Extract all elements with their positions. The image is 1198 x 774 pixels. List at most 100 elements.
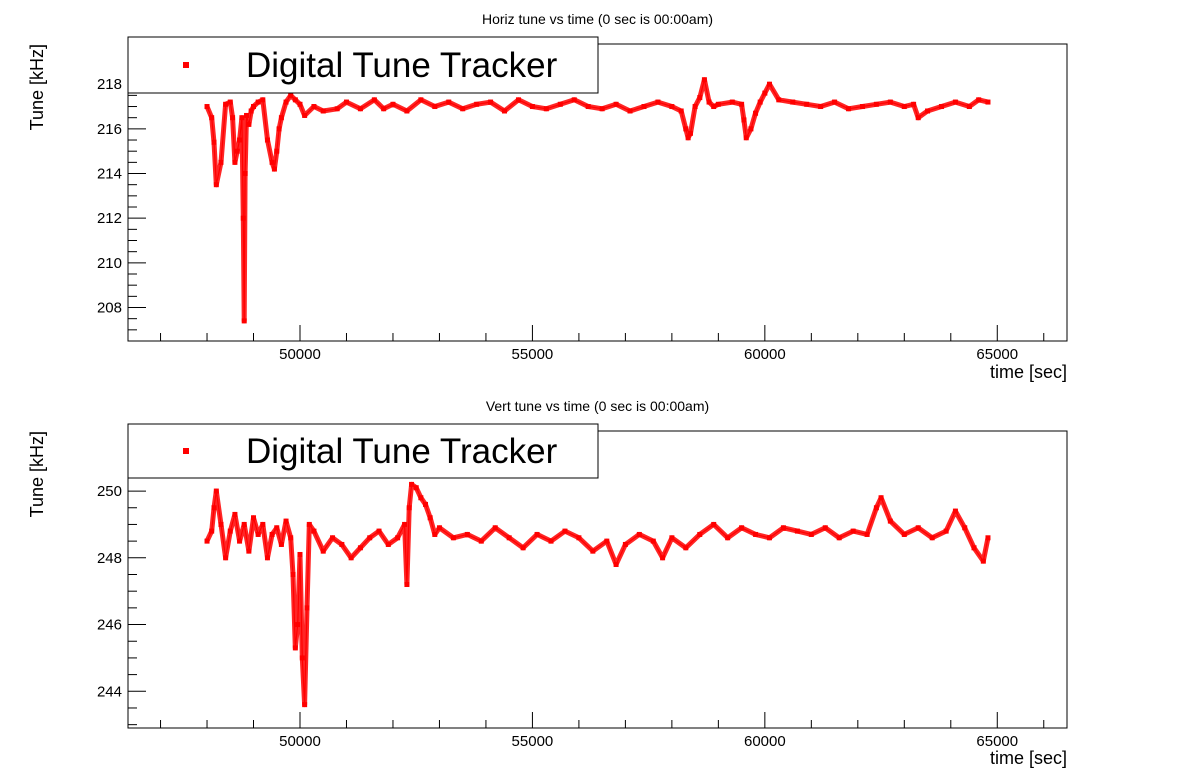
- data-point: [295, 622, 301, 628]
- data-point: [925, 108, 931, 114]
- data-point: [223, 101, 229, 107]
- x-tick-label: 55000: [512, 733, 554, 750]
- y-tick-label: 244: [97, 683, 122, 700]
- data-point: [887, 99, 893, 105]
- data-point: [878, 495, 884, 501]
- data-point: [330, 535, 336, 541]
- data-point: [209, 528, 215, 534]
- vert-tune-chart: Vert tune vs time (0 sec is 00:00am) 5000…: [27, 398, 1068, 768]
- y-tick-label: 250: [97, 483, 122, 500]
- data-point: [292, 645, 298, 651]
- x-tick-label: 60000: [744, 733, 786, 750]
- data-point: [450, 535, 456, 541]
- data-point: [697, 95, 703, 101]
- data-point: [683, 126, 689, 132]
- data-point: [711, 104, 717, 110]
- data-point: [371, 97, 377, 103]
- data-point: [276, 126, 282, 132]
- data-point: [622, 541, 628, 547]
- x-tick-label: 50000: [279, 733, 321, 750]
- data-point: [302, 112, 308, 118]
- data-point: [274, 148, 280, 154]
- data-point: [687, 130, 693, 136]
- data-point: [432, 104, 438, 110]
- data-point: [297, 551, 303, 557]
- data-point: [655, 99, 661, 105]
- data-point: [406, 505, 412, 511]
- data-point: [548, 538, 554, 544]
- data-point: [669, 104, 675, 110]
- data-point: [288, 92, 294, 98]
- legend: Digital Tune Tracker: [127, 36, 599, 94]
- data-point: [320, 108, 326, 114]
- data-point: [685, 135, 691, 141]
- data-point: [255, 531, 261, 537]
- data-point: [985, 99, 991, 105]
- data-point: [357, 106, 363, 112]
- data-point: [260, 97, 266, 103]
- data-point: [776, 97, 782, 103]
- x-axis-label: time [sec]: [990, 362, 1067, 382]
- data-point: [209, 115, 215, 121]
- data-point: [227, 528, 233, 534]
- data-point: [766, 535, 772, 541]
- data-point: [562, 528, 568, 534]
- data-point: [683, 545, 689, 551]
- data-point: [211, 139, 217, 145]
- y-tick-label: 208: [97, 300, 122, 317]
- data-point: [299, 655, 305, 661]
- data-point: [255, 99, 261, 105]
- data-point: [804, 101, 810, 107]
- data-point: [232, 159, 238, 165]
- x-tick-label: 55000: [512, 346, 554, 363]
- data-point: [506, 535, 512, 541]
- data-point: [846, 106, 852, 112]
- data-point: [302, 702, 308, 708]
- data-point: [492, 525, 498, 531]
- data-point: [478, 538, 484, 544]
- data-point: [381, 106, 387, 112]
- data-point: [357, 545, 363, 551]
- data-point: [599, 106, 605, 112]
- x-tick-label: 60000: [744, 346, 786, 363]
- data-point: [836, 535, 842, 541]
- data-point: [246, 121, 252, 127]
- data-point: [241, 521, 247, 527]
- data-point: [515, 97, 521, 103]
- data-point: [780, 525, 786, 531]
- data-point: [237, 538, 243, 544]
- data-point: [873, 101, 879, 107]
- data-point: [464, 531, 470, 537]
- data-point: [320, 548, 326, 554]
- data-point: [901, 531, 907, 537]
- x-axis-label: time [sec]: [990, 748, 1067, 768]
- legend-marker: [183, 448, 189, 454]
- data-point: [283, 99, 289, 105]
- data-point: [808, 531, 814, 537]
- data-point: [976, 97, 982, 103]
- data-point: [864, 531, 870, 537]
- data-point: [850, 528, 856, 534]
- y-tick-label: 216: [97, 121, 122, 138]
- data-point: [423, 501, 429, 507]
- data-point: [283, 518, 289, 524]
- data-point: [502, 108, 508, 114]
- data-point: [213, 182, 219, 188]
- data-point: [264, 137, 270, 143]
- data-point: [929, 535, 935, 541]
- data-point: [613, 101, 619, 107]
- y-tick-label: 210: [97, 255, 122, 272]
- legend-marker: [183, 62, 189, 68]
- y-axis-label: Tune [kHz]: [27, 44, 47, 130]
- y-axis-label: Tune [kHz]: [27, 431, 47, 517]
- data-point: [739, 525, 745, 531]
- y-tick-label: 248: [97, 550, 122, 567]
- legend-box: [127, 423, 599, 479]
- data-point: [376, 528, 382, 534]
- data-point: [240, 215, 246, 221]
- data-point: [269, 531, 275, 537]
- y-tick-label: 246: [97, 617, 122, 634]
- data-point: [952, 508, 958, 514]
- data-point: [794, 528, 800, 534]
